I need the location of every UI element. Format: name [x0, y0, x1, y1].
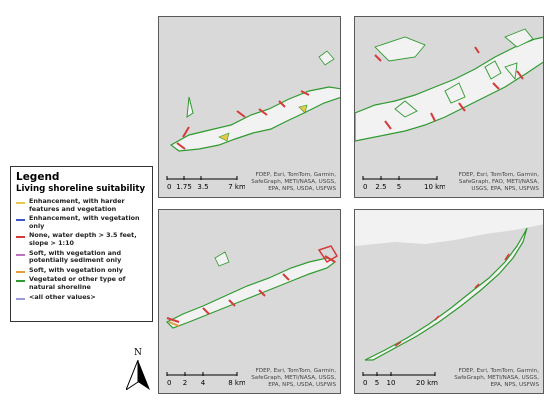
scale-tick: 5 — [397, 183, 401, 191]
scale-bar-1: 0 1.75 3.5 7 km — [165, 175, 245, 191]
scale-tick: 0 — [363, 379, 367, 387]
legend-swatch — [16, 202, 25, 204]
scale-tick: 2 — [183, 379, 187, 387]
scale-tick: 10 — [387, 379, 396, 387]
scale-tick: 20 km — [416, 379, 438, 387]
map-panel-1[interactable]: 0 1.75 3.5 7 km FDEP, Esri, TomTom, Garm… — [158, 16, 341, 198]
map-2-island-cluster — [355, 28, 543, 142]
scale-tick: 3.5 — [197, 183, 208, 191]
legend-item: Soft, with vegetation only — [16, 265, 147, 275]
legend: Legend Living shoreline suitability Enha… — [10, 166, 153, 322]
scale-bar-2: 0 2.5 5 10 km — [361, 175, 445, 191]
scale-tick: 0 — [167, 183, 171, 191]
legend-title: Legend — [16, 171, 60, 183]
legend-swatch — [16, 253, 25, 256]
scale-tick: 0 — [167, 379, 171, 387]
legend-swatch — [16, 297, 25, 300]
north-letter: N — [134, 348, 142, 358]
scale-tick: 0 — [363, 183, 367, 191]
scale-tick: 2.5 — [375, 183, 386, 191]
legend-label: <all other values> — [29, 292, 96, 301]
legend-swatch — [16, 236, 25, 239]
legend-label: Enhancement, with vegetation only — [29, 214, 140, 230]
scale-tick: 5 — [375, 379, 379, 387]
scale-tick: 4 — [201, 379, 206, 387]
legend-swatch — [16, 270, 25, 273]
legend-swatch — [16, 280, 25, 283]
legend-item: None, water depth > 3.5 feet, slope > 1:… — [16, 232, 147, 247]
legend-label: Enhancement, with harder features and ve… — [29, 197, 125, 213]
scale-bar-3: 0 2 4 8 km — [165, 371, 245, 387]
map-4-overview — [355, 210, 543, 361]
map-1-island-chain — [169, 50, 340, 152]
map-3-island-chain — [165, 245, 339, 329]
north-arrow-icon — [126, 360, 150, 390]
legend-label: Soft, with vegetation only — [29, 265, 123, 274]
scale-tick: 8 km — [228, 379, 245, 387]
legend-item: Enhancement, with vegetation only — [16, 214, 147, 230]
map-panel-2[interactable]: 0 2.5 5 10 km FDEP, Esri, TomTom, Garmin… — [354, 16, 544, 198]
legend-label: Soft, with vegetation and potentially se… — [29, 248, 122, 265]
attribution-1: FDEP, Esri, TomTom, Garmin, SafeGraph, M… — [251, 172, 336, 192]
north-arrow: N — [124, 348, 152, 392]
legend-item: Soft, with vegetation and potentially se… — [16, 248, 147, 265]
attribution-3: FDEP, Esri, TomTom, Garmin, SafeGraph, M… — [251, 368, 336, 388]
map-panel-4[interactable]: 0 5 10 20 km FDEP, Esri, TomTom, Garmin,… — [354, 209, 544, 394]
scale-bar-4: 0 5 10 20 km — [361, 371, 445, 387]
map-panel-3[interactable]: 0 2 4 8 km FDEP, Esri, TomTom, Garmin, S… — [158, 209, 341, 394]
legend-label: Vegetated or other type of natural shore… — [29, 275, 126, 291]
legend-item: <all other values> — [16, 292, 147, 302]
attribution-2: FDEP, Esri, TomTom, Garmin, SafeGraph, F… — [458, 172, 539, 192]
legend-swatch — [16, 219, 25, 222]
scale-tick: 10 km — [424, 183, 445, 191]
legend-item: Vegetated or other type of natural shore… — [16, 275, 147, 291]
scale-tick: 1.75 — [176, 183, 192, 191]
legend-item: Enhancement, with harder features and ve… — [16, 197, 147, 213]
scale-tick: 7 km — [228, 183, 245, 191]
attribution-4: FDEP, Esri, TomTom, Garmin, SafeGraph, M… — [454, 368, 539, 388]
legend-subtitle: Living shoreline suitability — [16, 184, 146, 194]
legend-label: None, water depth > 3.5 feet, slope > 1:… — [29, 231, 137, 247]
